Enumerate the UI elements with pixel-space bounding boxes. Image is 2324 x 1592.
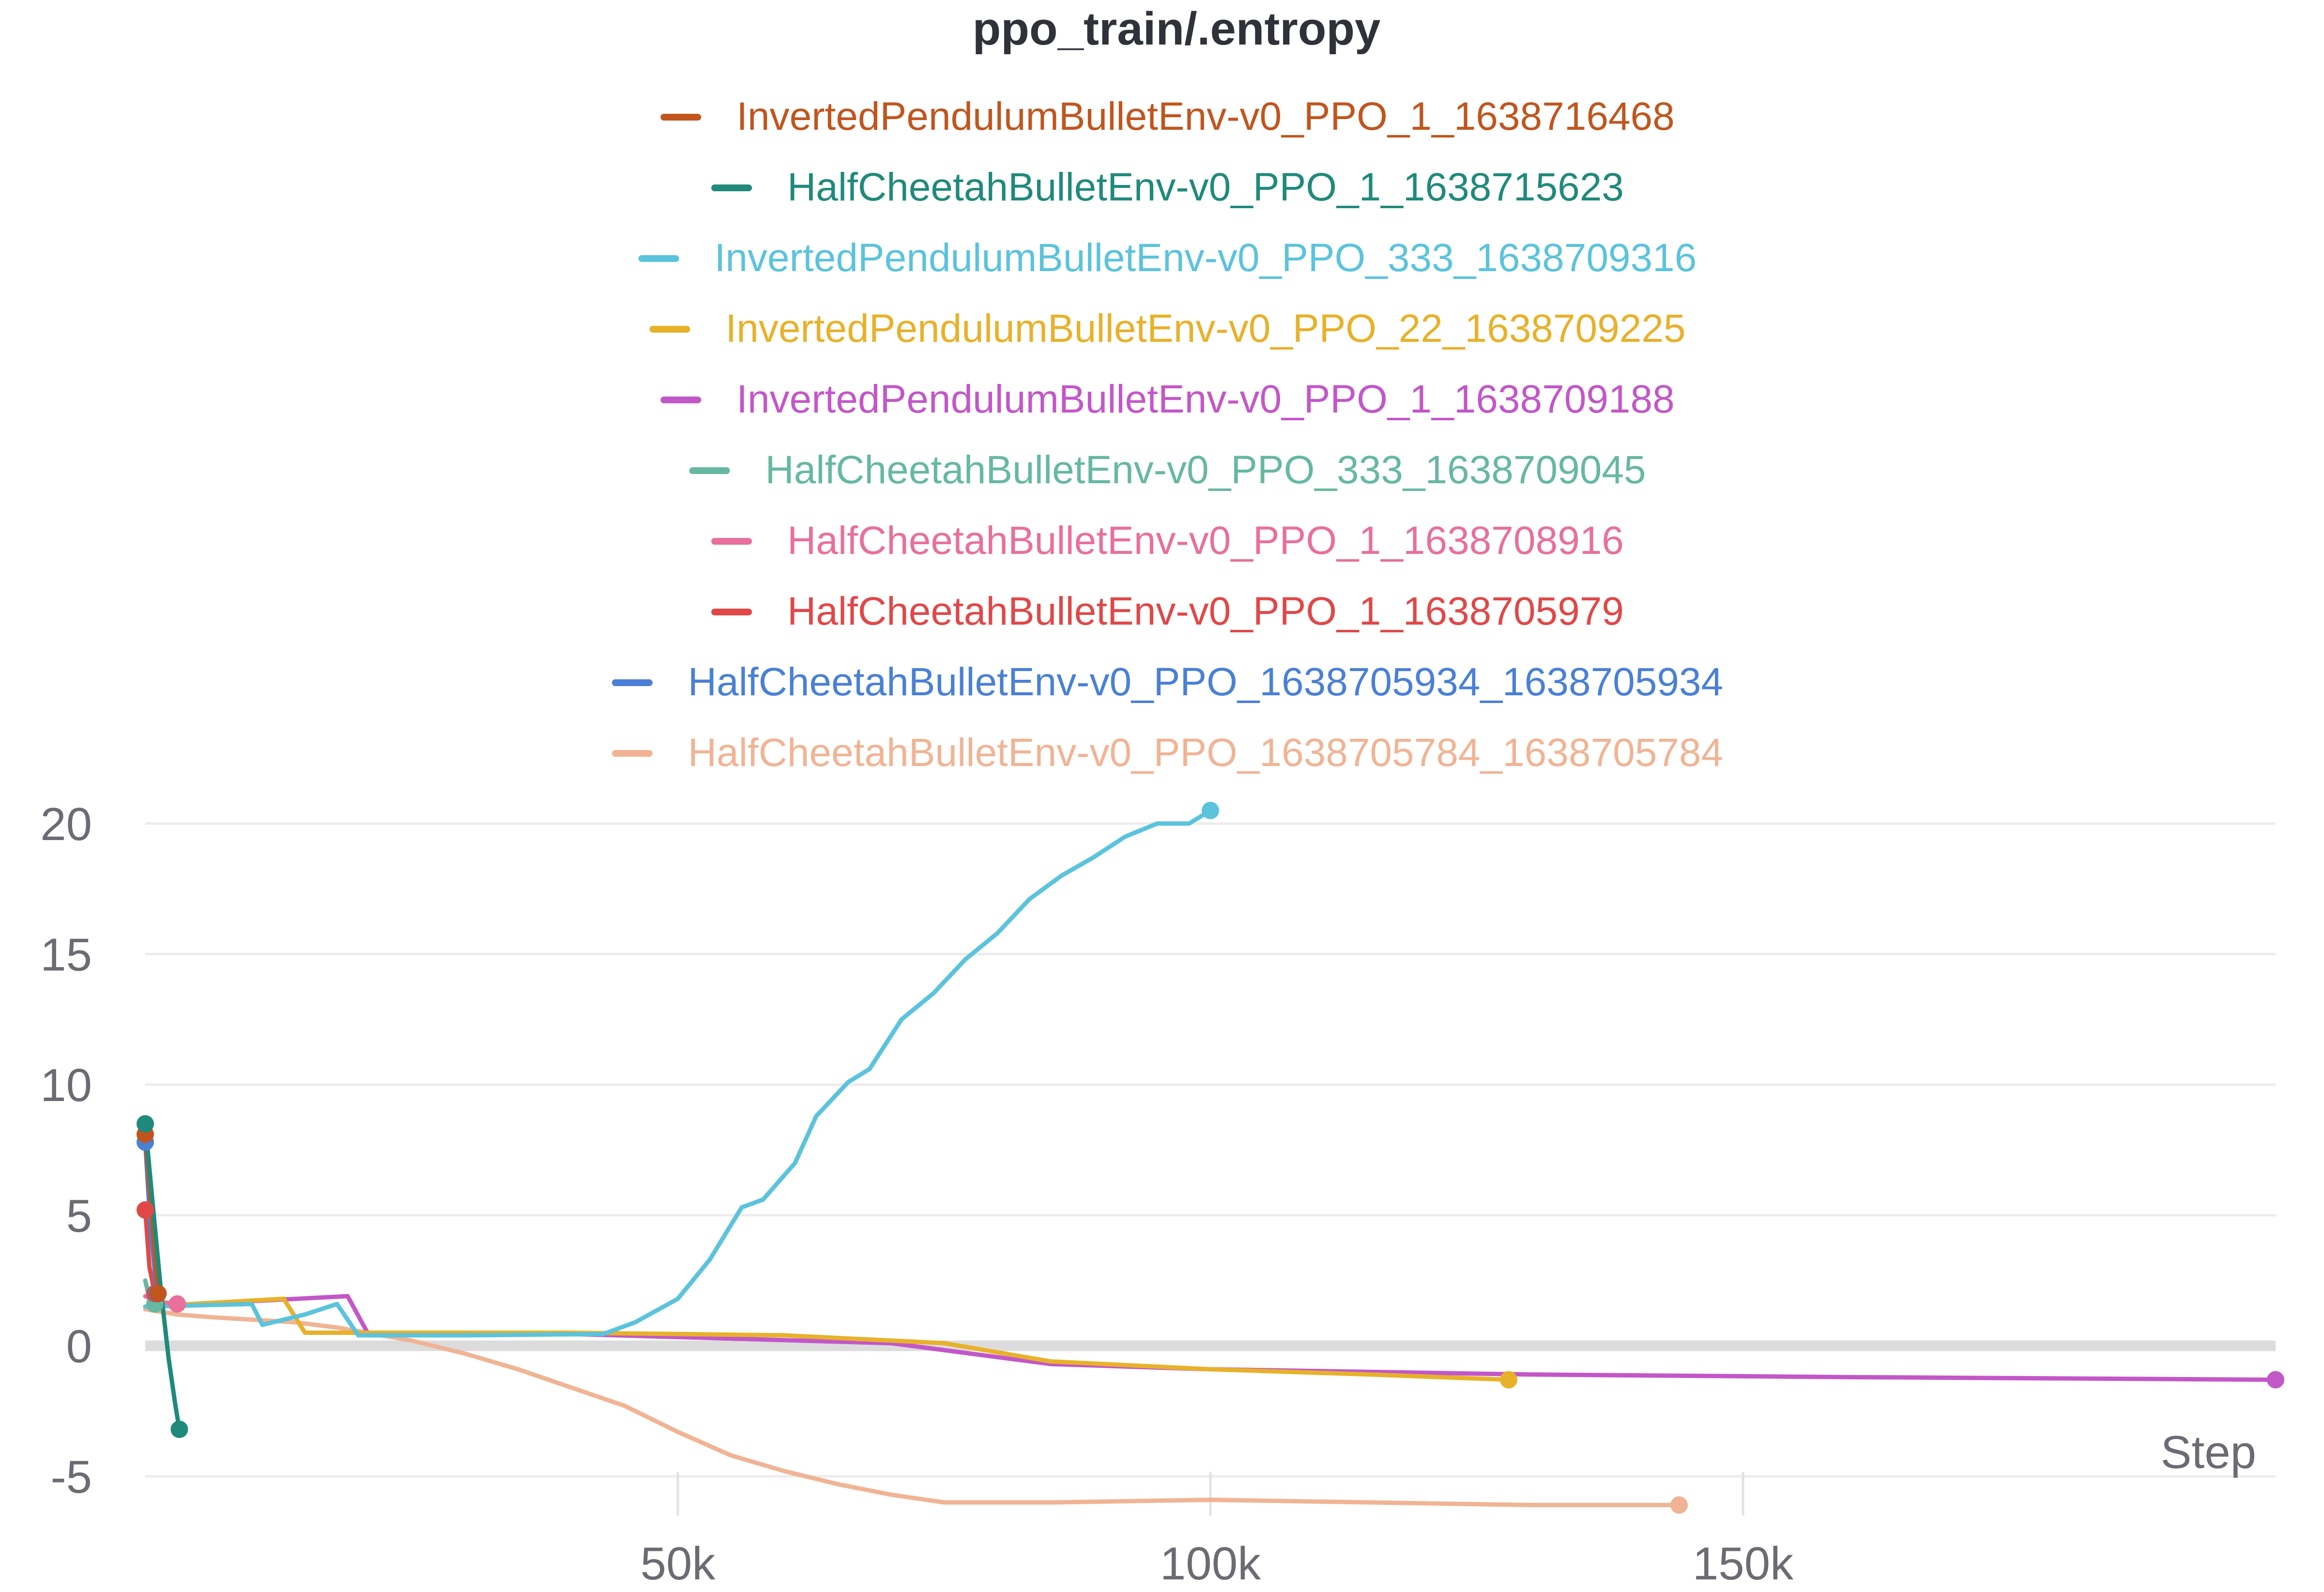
series-endpoint[interactable] (168, 1295, 186, 1313)
series-line (143, 808, 1213, 1338)
legend-label: HalfCheetahBulletEnv-v0_PPO_1_1638708916 (787, 519, 1624, 563)
series-line (143, 1208, 157, 1296)
series-startpoint[interactable] (137, 1201, 154, 1219)
legend-item[interactable]: HalfCheetahBulletEnv-v0_PPO_333_16387090… (689, 448, 1646, 492)
y-tick-label: 15 (40, 929, 92, 981)
series-line (143, 1294, 2278, 1382)
legend-label: HalfCheetahBulletEnv-v0_PPO_333_16387090… (765, 448, 1646, 492)
legend-label: InvertedPendulumBulletEnv-v0_PPO_22_1638… (725, 306, 1685, 351)
x-tick-label: 150k (1693, 1538, 1794, 1590)
legend-item[interactable]: HalfCheetahBulletEnv-v0_PPO_1_1638705979 (711, 589, 1624, 633)
series-endpoint[interactable] (149, 1285, 167, 1302)
legend-item[interactable]: InvertedPendulumBulletEnv-v0_PPO_1_16387… (660, 94, 1675, 138)
legend-label: InvertedPendulumBulletEnv-v0_PPO_1_16387… (736, 377, 1675, 421)
legend-label: HalfCheetahBulletEnv-v0_PPO_1638705934_1… (688, 660, 1723, 704)
y-tick-label: 20 (40, 798, 92, 850)
series-endpoint[interactable] (1202, 801, 1219, 819)
legend-item[interactable]: HalfCheetahBulletEnv-v0_PPO_1_1638715623 (711, 165, 1624, 209)
chart-title: ppo_train/.entropy (973, 3, 1381, 55)
y-tick-label: 10 (40, 1059, 92, 1111)
legend-label: HalfCheetahBulletEnv-v0_PPO_1_1638705979 (787, 589, 1624, 633)
series-startpoint[interactable] (137, 1115, 154, 1133)
y-tick-label: 0 (66, 1320, 92, 1372)
legend-label: HalfCheetahBulletEnv-v0_PPO_1638705784_1… (688, 731, 1723, 775)
legend: InvertedPendulumBulletEnv-v0_PPO_1_16387… (612, 94, 1723, 775)
legend-item[interactable]: InvertedPendulumBulletEnv-v0_PPO_22_1638… (649, 306, 1686, 351)
series-endpoint[interactable] (2267, 1371, 2284, 1389)
legend-label: HalfCheetahBulletEnv-v0_PPO_1_1638715623 (787, 165, 1624, 209)
legend-item[interactable]: HalfCheetahBulletEnv-v0_PPO_1638705784_1… (612, 731, 1723, 775)
series-line (143, 1121, 182, 1432)
x-tick-label: 50k (641, 1538, 716, 1590)
grid-lines (145, 822, 2276, 1515)
y-tick-label: 5 (66, 1190, 92, 1242)
x-axis-ticks: 50k 100k 150k (641, 1538, 1794, 1590)
legend-item[interactable]: InvertedPendulumBulletEnv-v0_PPO_333_163… (638, 236, 1697, 280)
series-endpoint[interactable] (170, 1421, 188, 1439)
legend-label: InvertedPendulumBulletEnv-v0_PPO_333_163… (715, 236, 1697, 280)
series-endpoint[interactable] (1500, 1371, 1517, 1389)
series-lines (143, 808, 2278, 1507)
y-tick-label: -5 (51, 1451, 92, 1503)
x-axis-label: Step (2161, 1426, 2256, 1478)
legend-item[interactable]: HalfCheetahBulletEnv-v0_PPO_1_1638708916 (711, 519, 1624, 563)
legend-label: InvertedPendulumBulletEnv-v0_PPO_1_16387… (736, 94, 1675, 138)
series-line (143, 1296, 1511, 1382)
legend-item[interactable]: HalfCheetahBulletEnv-v0_PPO_1638705934_1… (612, 660, 1723, 704)
x-tick-label: 100k (1160, 1538, 1261, 1590)
series-endpoints (137, 801, 2284, 1514)
series-endpoint[interactable] (1670, 1496, 1688, 1514)
legend-item[interactable]: InvertedPendulumBulletEnv-v0_PPO_1_16387… (660, 377, 1675, 421)
y-axis-ticks: 20 15 10 5 0 -5 (40, 798, 92, 1503)
